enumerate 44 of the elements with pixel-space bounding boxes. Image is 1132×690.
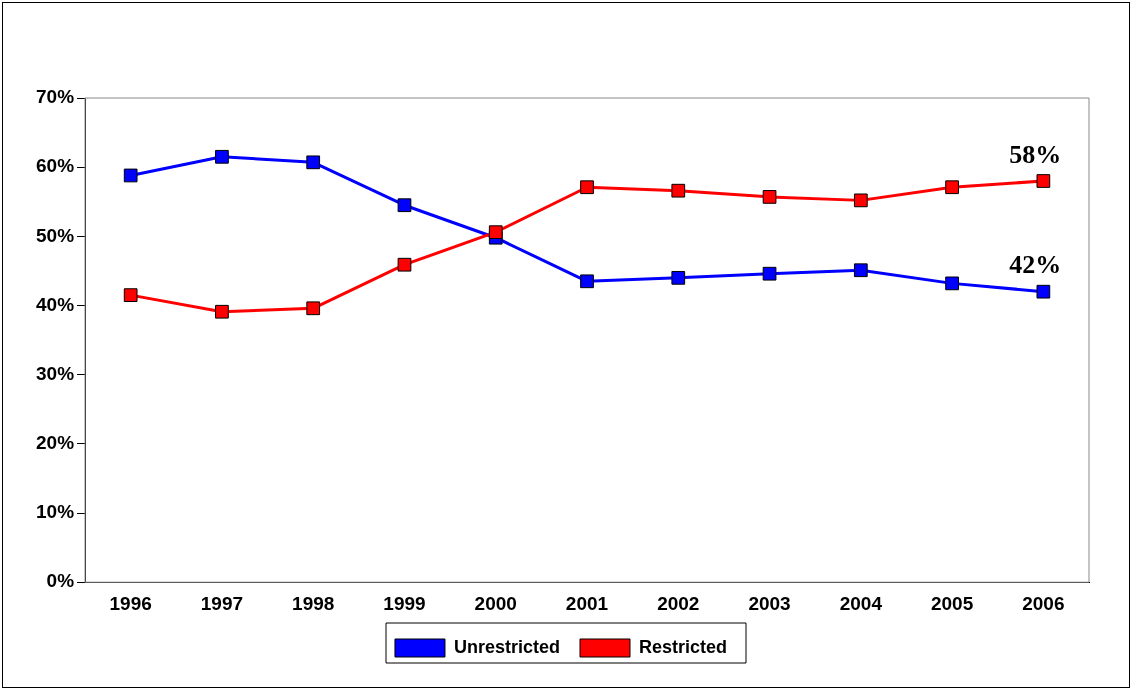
legend-label: Unrestricted bbox=[453, 636, 560, 657]
point bbox=[580, 180, 594, 195]
point bbox=[215, 304, 229, 319]
x-tick-label: 2005 bbox=[930, 592, 974, 614]
y-tick-label: 60% bbox=[36, 155, 75, 177]
point bbox=[580, 274, 594, 289]
point bbox=[306, 155, 321, 170]
point bbox=[397, 257, 412, 272]
legend-label: Restricted bbox=[639, 636, 728, 657]
point bbox=[123, 168, 138, 183]
point bbox=[945, 180, 959, 195]
x-tick-label: 1996 bbox=[109, 592, 152, 614]
x-tick-label: 2003 bbox=[748, 592, 791, 614]
x-tick-label: 1999 bbox=[383, 592, 426, 614]
point bbox=[762, 190, 777, 204]
y-tick-label: 20% bbox=[36, 432, 75, 454]
y-tick-label: 50% bbox=[36, 224, 75, 246]
point bbox=[488, 225, 503, 240]
y-tick-label: 10% bbox=[36, 501, 75, 523]
point bbox=[853, 263, 868, 278]
x-tick-label: 2002 bbox=[657, 592, 700, 614]
point bbox=[853, 193, 868, 208]
point bbox=[671, 270, 686, 285]
y-tick-label: 0% bbox=[46, 570, 75, 592]
x-tick-label: 1997 bbox=[200, 592, 244, 614]
x-tick-label: 2006 bbox=[1022, 592, 1065, 614]
data-label: 58% bbox=[1009, 139, 1062, 169]
point bbox=[1036, 284, 1051, 299]
point bbox=[123, 288, 138, 302]
point bbox=[306, 301, 321, 316]
y-tick-label: 30% bbox=[36, 362, 75, 384]
point bbox=[397, 198, 412, 213]
point bbox=[945, 276, 959, 291]
point bbox=[215, 149, 229, 164]
point bbox=[1036, 174, 1051, 188]
y-tick-label: 70% bbox=[36, 86, 75, 108]
x-tick-label: 1998 bbox=[292, 592, 335, 614]
point bbox=[762, 266, 777, 281]
point bbox=[671, 183, 686, 198]
y-tick-label: 40% bbox=[36, 293, 75, 315]
data-label: 42% bbox=[1009, 250, 1062, 280]
x-tick-label: 2000 bbox=[474, 592, 517, 614]
x-tick-label: 2001 bbox=[565, 592, 609, 614]
x-tick-label: 2004 bbox=[839, 592, 883, 614]
